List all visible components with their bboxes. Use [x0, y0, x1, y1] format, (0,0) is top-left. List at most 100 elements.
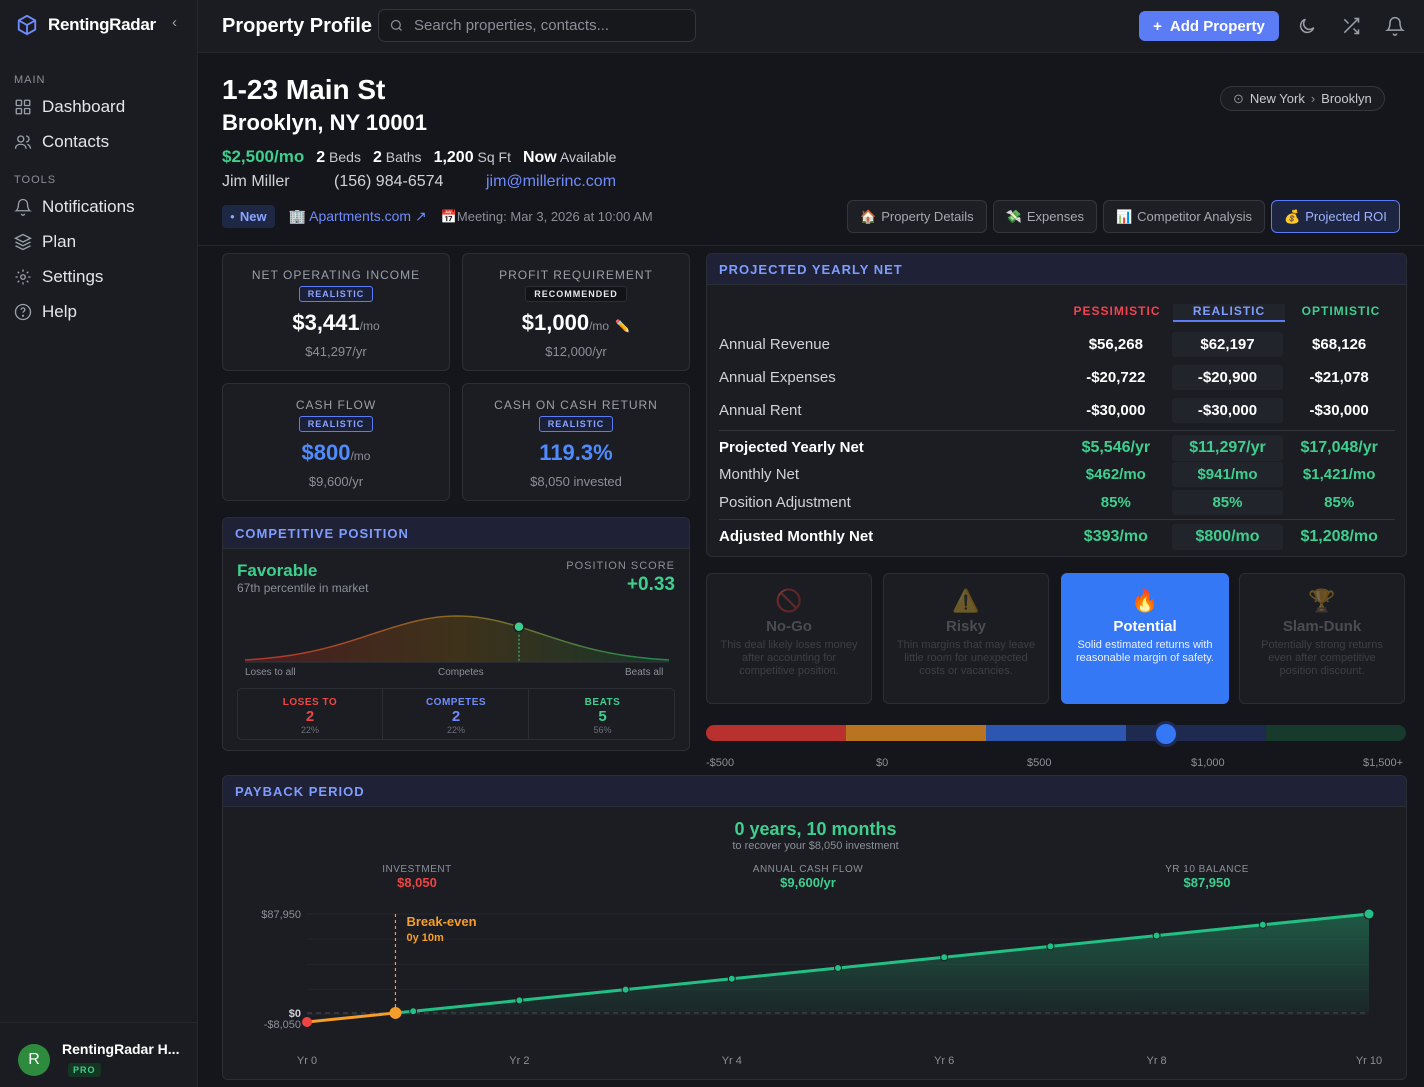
user-menu[interactable]: R RentingRadar H... PRO	[18, 1041, 179, 1078]
scenario-tag: REALISTIC	[298, 286, 374, 302]
house-icon: 🏠	[860, 208, 877, 224]
tab-competitor-analysis[interactable]: 📊 Competitor Analysis	[1102, 200, 1266, 233]
divider	[0, 1022, 198, 1023]
table-cell: 85%	[1171, 490, 1284, 515]
net-scale-bar	[706, 725, 1406, 741]
sidebar-item-label: Dashboard	[42, 97, 126, 116]
building-icon: 🏢	[288, 208, 307, 224]
sidebar-item-dashboard[interactable]: Dashboard	[14, 97, 125, 117]
investment-value: $8,050	[397, 875, 437, 890]
source-link[interactable]: 🏢 Apartments.com ↗	[289, 208, 427, 225]
search-box[interactable]	[378, 9, 696, 42]
verdict-title: Risky	[945, 618, 987, 635]
table-cell: -$30,000	[1309, 402, 1369, 419]
count-value: 5	[598, 708, 607, 725]
prohibited-icon: 🚫	[775, 588, 803, 613]
x-tick-label: Yr 4	[722, 1055, 742, 1067]
bell-icon	[14, 198, 32, 216]
metric-sub: $12,000/yr	[545, 344, 607, 359]
data-point	[1046, 942, 1055, 951]
table-cell: $1,421/mo	[1302, 466, 1376, 483]
curve-fill	[245, 616, 669, 662]
card-title: PAYBACK PERIOD	[223, 776, 1406, 807]
users-icon	[14, 135, 32, 149]
sidebar: RentingRadar ‹ MAIN Dashboard Contacts T…	[0, 0, 198, 1087]
status-badge: ● New	[222, 205, 275, 228]
verdict-card-potential[interactable]: 🔥 Potential Solid estimated returns with r…	[1061, 573, 1229, 704]
contact-phone[interactable]: (156) 984-6574	[334, 173, 444, 190]
tab-property-details[interactable]: 🏠 Property Details	[847, 200, 987, 233]
pencil-icon[interactable]: ✏️	[615, 319, 631, 333]
row-label: Adjusted Monthly Net	[719, 528, 874, 545]
sidebar-item-help[interactable]: Help	[14, 302, 77, 322]
scale-label: $1,500+	[1363, 757, 1404, 769]
grid-icon	[15, 99, 31, 115]
sidebar-item-plan[interactable]: Plan	[14, 232, 76, 252]
coc-return-card: CASH ON CASH RETURN REALISTIC 119.3% $8,…	[462, 383, 690, 501]
y-tick-label: $87,950	[261, 909, 301, 921]
sidebar-item-notifications[interactable]: Notifications	[14, 197, 135, 217]
metric-label: PROFIT REQUIREMENT	[499, 268, 653, 282]
source-label: Apartments.com	[309, 208, 412, 224]
sidebar-item-label: Notifications	[42, 197, 135, 216]
negative-segment	[306, 1011, 396, 1024]
sidebar-item-contacts[interactable]: Contacts	[14, 132, 109, 152]
verdict-desc: This deal likely loses money after accou…	[720, 639, 858, 677]
x-tick-label: Yr 0	[297, 1055, 317, 1067]
col-pessimistic[interactable]: PESSIMISTIC	[1073, 304, 1161, 318]
tab-projected-roi[interactable]: 💰 Projected ROI	[1271, 200, 1400, 233]
brand[interactable]: RentingRadar	[16, 14, 156, 36]
table-cell: -$20,900	[1171, 365, 1284, 390]
scale-segment-potential	[986, 725, 1126, 741]
sidebar-item-settings[interactable]: Settings	[14, 267, 103, 287]
search-icon	[390, 19, 402, 31]
collapse-sidebar-icon[interactable]: ‹	[172, 14, 177, 31]
verdict-title: No-Go	[766, 618, 812, 635]
count-value: 2	[305, 708, 315, 725]
notification-bell-icon[interactable]	[1385, 16, 1405, 36]
table-cell: $1,208/mo	[1300, 527, 1378, 545]
axis-label-left: Loses to all	[245, 667, 296, 678]
divider	[198, 245, 1424, 246]
scale-segment-risky	[846, 725, 986, 741]
sqft-label: Sq Ft	[477, 149, 511, 165]
breakeven-label: Break-even	[406, 914, 476, 929]
moon-icon[interactable]	[1297, 16, 1317, 36]
baths-value: 2	[372, 149, 382, 166]
table-cell: -$30,000	[1171, 398, 1284, 423]
fire-icon: 🔥	[1131, 588, 1159, 613]
warning-icon: ⚠️	[952, 588, 980, 613]
location-breadcrumb[interactable]: ⊙ New York › Brooklyn	[1220, 86, 1385, 111]
yr10-balance-label: YR 10 BALANCE	[1165, 864, 1249, 875]
investment-label: INVESTMENT	[382, 864, 452, 875]
add-property-label: Add Property	[1169, 17, 1265, 35]
brand-name: RentingRadar	[48, 15, 156, 34]
y-tick-label: -$8,050	[264, 1019, 301, 1031]
search-input[interactable]	[414, 17, 684, 34]
col-realistic[interactable]: REALISTIC	[1173, 304, 1285, 322]
yr10-balance-value: $87,950	[1183, 875, 1231, 890]
data-point	[1258, 920, 1267, 929]
sidebar-item-label: Contacts	[42, 132, 110, 151]
scale-thumb[interactable]	[1153, 721, 1179, 747]
meeting-label: Meeting: Mar 3, 2026 at 10:00 AM	[456, 208, 653, 224]
status-label: New	[239, 209, 267, 224]
contact-email[interactable]: jim@millerinc.com	[486, 173, 617, 190]
scale-label: $500	[1027, 757, 1052, 769]
col-optimistic[interactable]: OPTIMISTIC	[1301, 304, 1381, 318]
table-cell: -$21,078	[1309, 369, 1369, 386]
sidebar-item-label: Plan	[42, 232, 77, 251]
baths-label: Baths	[385, 149, 422, 165]
payback-headline: 0 years, 10 months	[734, 819, 897, 839]
tab-expenses[interactable]: 💸 Expenses	[992, 200, 1097, 233]
add-property-button[interactable]: + Add Property	[1139, 11, 1279, 41]
verdict-card-slam-dunk[interactable]: 🏆 Slam-Dunk Potentially strong returns eve…	[1239, 573, 1405, 704]
verdict-card-no-go[interactable]: 🚫 No-Go This deal likely loses money after…	[706, 573, 872, 704]
shuffle-icon[interactable]	[1341, 16, 1361, 36]
avatar: R	[18, 1043, 50, 1076]
verdict-card-risky[interactable]: ⚠️ Risky Thin margins that may leave littl…	[883, 573, 1049, 704]
curve-line	[244, 615, 670, 661]
row-label: Projected Yearly Net	[719, 439, 864, 456]
topbar: Property Profile + Add Property	[198, 0, 1424, 53]
beds-label: Beds	[329, 149, 361, 165]
